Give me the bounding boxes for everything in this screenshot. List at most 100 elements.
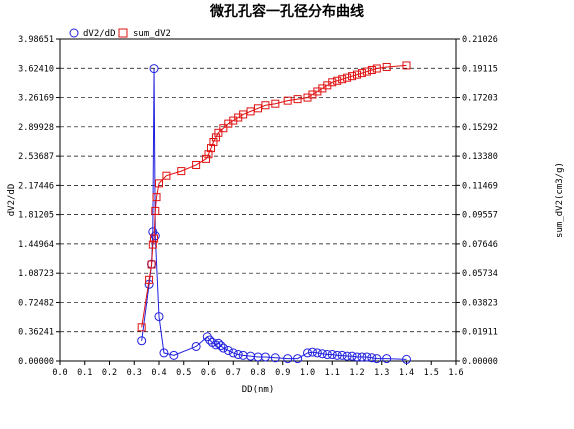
data-point-dv2dd	[238, 350, 248, 360]
data-point-dv2dd	[342, 351, 352, 361]
data-point-dv2dd	[213, 338, 223, 348]
y-left-tick-label: 2.53687	[18, 152, 54, 162]
data-point-sum-dv2	[152, 193, 161, 202]
y-right-tick-label: 0.07646	[462, 240, 498, 250]
y-left-tick-label: 2.89928	[18, 123, 54, 133]
y-left-axis-label: dV2/dD	[7, 184, 17, 217]
data-point-sum-dv2	[192, 160, 201, 169]
y-right-tick-label: 0.15292	[462, 123, 498, 133]
data-point-dv2dd	[154, 312, 164, 322]
y-left-tick-label: 3.98651	[18, 35, 54, 45]
data-point-dv2dd	[357, 352, 367, 362]
y-left-tick-label: 1.44964	[18, 240, 54, 250]
x-tick-label: 0.2	[102, 368, 117, 378]
data-point-sum-dv2	[162, 171, 171, 180]
x-tick-label: 0.3	[127, 368, 142, 378]
x-axis: 0.0 0.1 0.2 0.3 0.4 0.5 0.6 0.7 0.8 0.9 1.0 1.1 1.2 1…	[52, 361, 464, 378]
x-tick-label: 0.1	[77, 368, 92, 378]
data-point-dv2dd	[337, 350, 347, 360]
data-point-dv2dd	[382, 354, 392, 364]
y-left-tick-label: 0.00000	[18, 357, 54, 367]
data-point-dv2dd	[293, 354, 303, 364]
y-right-tick-label: 0.19115	[462, 64, 498, 74]
data-point-sum-dv2	[333, 76, 342, 85]
y-left-tick-label: 2.17446	[18, 181, 54, 191]
data-point-dv2dd	[150, 231, 160, 241]
x-tick-label: 1.0	[300, 368, 315, 378]
data-point-dv2dd	[347, 351, 357, 361]
x-tick-label: 0.7	[226, 368, 241, 378]
data-point-dv2dd	[149, 64, 159, 74]
y-left-axis: 0.00000 0.36241 0.72482 1.08723 1.44964 1.812…	[18, 35, 60, 367]
legend-label-dv2dd: dV2/dD	[83, 29, 116, 39]
data-point-sum-dv2	[150, 234, 159, 243]
x-tick-label: 1.2	[349, 368, 364, 378]
data-point-sum-dv2	[283, 96, 292, 105]
data-point-dv2dd	[253, 352, 263, 362]
data-point-dv2dd	[402, 354, 411, 364]
legend-marker-sum-dv2	[118, 28, 128, 38]
y-right-axis-label: sum_dV2(cm3/g)	[555, 162, 565, 238]
y-right-tick-label: 0.11469	[462, 181, 498, 191]
data-point-dv2dd	[312, 348, 322, 358]
data-point-sum-dv2	[202, 154, 211, 163]
data-point-sum-dv2	[155, 179, 163, 188]
y-left-tick-label: 1.81205	[18, 211, 54, 221]
data-point-sum-dv2	[209, 138, 218, 147]
y-left-tick-label: 3.26169	[18, 94, 54, 104]
data-point-sum-dv2	[343, 73, 352, 82]
x-tick-label: 1.1	[325, 368, 340, 378]
data-point-dv2dd	[202, 332, 212, 342]
y-right-tick-label: 0.00000	[462, 357, 498, 367]
data-point-sum-dv2	[261, 101, 270, 110]
legend: dV2/dD sum_dV2	[69, 28, 171, 39]
data-point-sum-dv2	[328, 78, 337, 87]
data-point-sum-dv2	[382, 62, 391, 71]
data-point-dv2dd	[270, 353, 280, 363]
data-point-dv2dd	[223, 345, 233, 355]
y-right-tick-label: 0.21026	[462, 35, 498, 45]
plot-area-frame	[59, 38, 457, 362]
legend-marker-dv2dd	[69, 28, 79, 38]
data-point-dv2dd	[352, 352, 362, 362]
y-left-tick-label: 0.72482	[18, 298, 54, 308]
y-right-axis: 0.00000 0.01911 0.03823 0.05734 0.07646 0.095…	[456, 35, 498, 367]
x-tick-label: 0.9	[275, 368, 290, 378]
data-point-sum-dv2	[177, 167, 186, 176]
legend-label-sum-dv2: sum_dV2	[133, 29, 171, 39]
data-point-dv2dd	[260, 352, 270, 362]
data-point-dv2dd	[307, 347, 317, 357]
data-point-dv2dd	[317, 349, 327, 359]
data-point-sum-dv2	[145, 275, 154, 284]
data-point-sum-dv2	[211, 133, 220, 142]
data-point-sum-dv2	[148, 240, 157, 249]
data-point-sum-dv2	[219, 124, 228, 133]
data-point-dv2dd	[372, 354, 382, 364]
data-point-sum-dv2	[367, 66, 376, 75]
y-left-tick-label: 3.62410	[18, 64, 54, 74]
series-layer	[137, 61, 411, 364]
data-point-sum-dv2	[357, 69, 366, 78]
y-right-tick-label: 0.13380	[462, 152, 498, 162]
data-point-dv2dd	[211, 340, 221, 350]
data-point-dv2dd	[367, 353, 377, 363]
data-point-dv2dd	[216, 341, 226, 351]
x-tick-label: 1.4	[399, 368, 414, 378]
x-tick-label: 0.4	[151, 368, 166, 378]
data-point-dv2dd	[322, 350, 332, 360]
data-point-sum-dv2	[293, 95, 302, 104]
data-point-sum-dv2	[402, 61, 411, 70]
y-left-tick-label: 0.36241	[18, 328, 54, 338]
x-tick-label: 0.0	[52, 368, 67, 378]
series-line-sum-dv2	[141, 64, 407, 328]
data-point-dv2dd	[303, 348, 312, 358]
y-right-tick-label: 0.09557	[462, 211, 498, 221]
y-right-tick-label: 0.03823	[462, 298, 498, 308]
data-point-dv2dd	[191, 341, 201, 351]
data-point-sum-dv2	[214, 128, 223, 137]
data-point-dv2dd	[228, 348, 238, 358]
data-point-sum-dv2	[362, 67, 371, 76]
x-tick-label: 1.6	[448, 368, 463, 378]
data-point-sum-dv2	[204, 150, 213, 159]
